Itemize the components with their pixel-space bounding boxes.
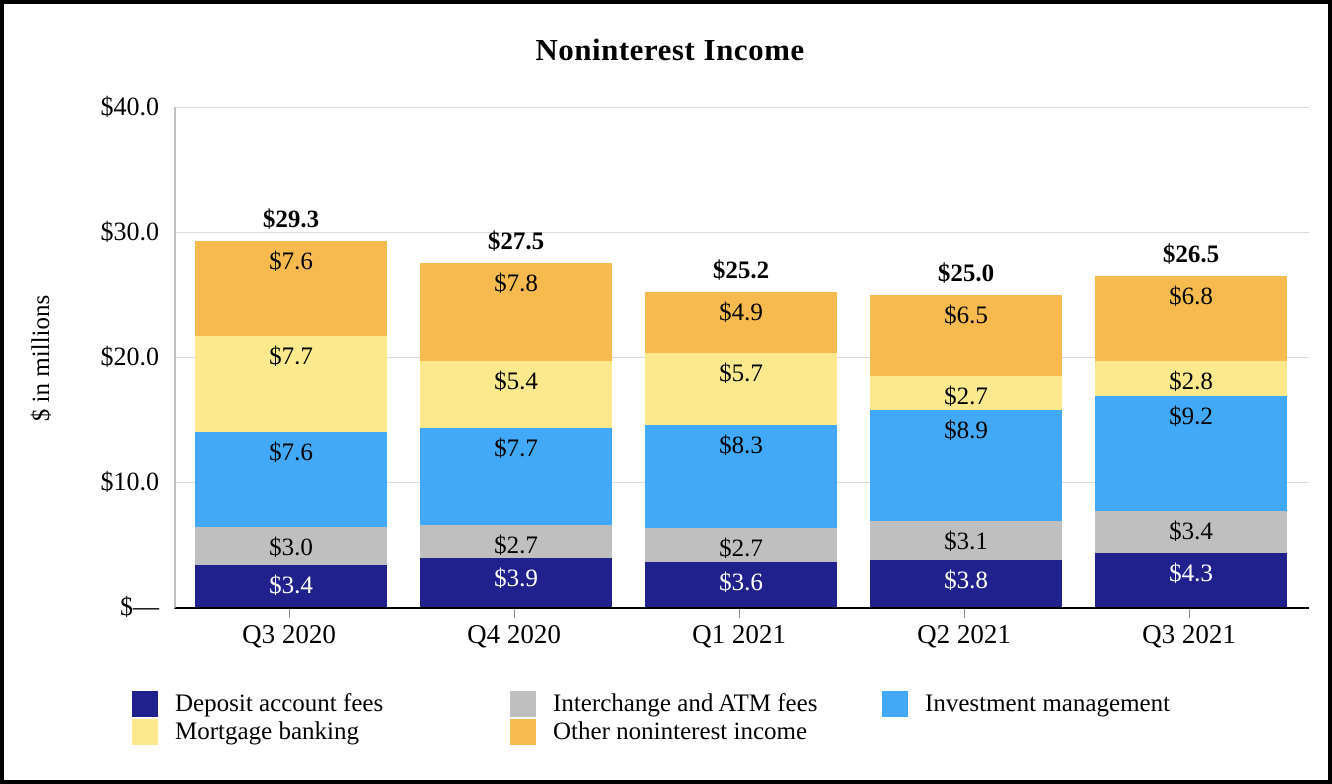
bar-segment: $7.6 bbox=[195, 432, 387, 527]
bar-segment: $3.4 bbox=[195, 564, 387, 607]
bar-segment: $3.6 bbox=[645, 562, 837, 607]
x-tick-mark bbox=[289, 609, 290, 618]
bar-segment: $2.8 bbox=[1095, 360, 1287, 396]
x-tick-mark bbox=[739, 609, 740, 618]
segment-value-label: $7.8 bbox=[494, 270, 538, 298]
bar-segment: $2.7 bbox=[420, 524, 612, 559]
bar-segment: $2.7 bbox=[870, 375, 1062, 410]
segment-value-label: $3.9 bbox=[494, 565, 538, 593]
legend-item: Mortgage banking bbox=[132, 718, 359, 746]
y-tick-label: $— bbox=[120, 592, 159, 621]
bar-segment: $7.8 bbox=[420, 263, 612, 361]
segment-value-label: $2.7 bbox=[719, 535, 763, 563]
bar-segment: $7.7 bbox=[195, 335, 387, 432]
segment-value-label: $4.3 bbox=[1169, 560, 1213, 588]
segment-value-label: $7.7 bbox=[269, 342, 313, 370]
y-tick-label: $20.0 bbox=[100, 342, 160, 371]
bar-segment: $3.0 bbox=[195, 527, 387, 565]
legend-label: Deposit account fees bbox=[175, 690, 384, 717]
legend-swatch bbox=[882, 691, 908, 717]
y-tick-label: $30.0 bbox=[100, 217, 160, 246]
bar-segment: $3.1 bbox=[870, 520, 1062, 560]
legend-label: Investment management bbox=[925, 690, 1171, 717]
bar-total-label: $25.2 bbox=[712, 257, 770, 284]
segment-value-label: $2.7 bbox=[944, 382, 988, 410]
gridline bbox=[176, 232, 1309, 233]
x-category-label: Q1 2021 bbox=[692, 619, 786, 649]
x-tick-mark bbox=[514, 609, 515, 618]
bar-q3-2020: $3.4 $3.0 $7.6 $7.7 $7.6 $29.3 bbox=[195, 107, 387, 607]
plot-area: $3.4 $3.0 $7.6 $7.7 $7.6 $29.3 $3.9 $2.7 $7.7 $5.… bbox=[174, 107, 1309, 609]
bar-total-label: $29.3 bbox=[262, 205, 320, 233]
legend-swatch bbox=[510, 719, 536, 745]
bar-q2-2021: $3.8 $3.1 $8.9 $2.7 $6.5 $25.0 bbox=[870, 107, 1062, 607]
bar-segment: $4.9 bbox=[645, 292, 837, 354]
segment-value-label: $3.0 bbox=[269, 534, 313, 561]
legend-swatch bbox=[510, 691, 536, 717]
gridline bbox=[176, 107, 1309, 108]
segment-value-label: $8.9 bbox=[944, 416, 988, 444]
x-tick-mark bbox=[964, 609, 965, 618]
y-tick-label: $10.0 bbox=[100, 467, 160, 496]
segment-value-label: $3.4 bbox=[1169, 517, 1213, 545]
legend-label: Interchange and ATM fees bbox=[553, 690, 818, 717]
segment-value-label: $2.7 bbox=[494, 531, 538, 559]
legend-label: Mortgage banking bbox=[175, 718, 359, 745]
legend-swatch bbox=[132, 691, 158, 717]
chart-title: Noninterest Income bbox=[535, 32, 805, 67]
bar-segment: $3.8 bbox=[870, 559, 1062, 607]
bar-segment: $9.2 bbox=[1095, 395, 1287, 511]
legend-item: Interchange and ATM fees bbox=[510, 690, 817, 718]
segment-value-label: $7.6 bbox=[269, 247, 313, 275]
segment-value-label: $7.6 bbox=[269, 439, 313, 466]
legend-item: Investment management bbox=[882, 690, 1170, 718]
segment-value-label: $9.2 bbox=[1169, 402, 1213, 430]
bar-segment: $4.3 bbox=[1095, 553, 1287, 607]
bar-total-label: $27.5 bbox=[487, 228, 545, 256]
segment-value-label: $3.6 bbox=[719, 569, 763, 596]
bar-segment: $5.4 bbox=[420, 360, 612, 429]
segment-value-label: $5.7 bbox=[719, 360, 763, 388]
bar-q4-2020: $3.9 $2.7 $7.7 $5.4 $7.8 $27.5 bbox=[420, 107, 612, 607]
bar-segment: $7.7 bbox=[420, 428, 612, 525]
y-tick-label: $40.0 bbox=[100, 92, 160, 121]
bar-segment: $7.6 bbox=[195, 240, 387, 336]
bar-segment: $8.3 bbox=[645, 424, 837, 529]
bar-segment: $8.9 bbox=[870, 409, 1062, 521]
segment-value-label: $6.5 bbox=[944, 301, 988, 329]
legend-label: Other noninterest income bbox=[553, 718, 808, 745]
segment-value-label: $3.4 bbox=[269, 571, 313, 599]
legend-item: Other noninterest income bbox=[510, 718, 807, 746]
segment-value-label: $4.9 bbox=[719, 299, 763, 326]
segment-value-label: $3.8 bbox=[944, 566, 988, 594]
segment-value-label: $5.4 bbox=[494, 367, 538, 395]
x-category-label: Q3 2021 bbox=[1142, 619, 1236, 649]
legend-item: Deposit account fees bbox=[132, 690, 383, 718]
segment-value-label: $6.8 bbox=[1169, 282, 1213, 310]
bar-segment: $3.4 bbox=[1095, 510, 1287, 554]
x-category-label: Q3 2020 bbox=[242, 619, 336, 649]
x-category-label: Q4 2020 bbox=[467, 619, 561, 649]
bar-segment: $3.9 bbox=[420, 558, 612, 607]
bar-total-label: $25.0 bbox=[937, 259, 995, 287]
bar-q1-2021: $3.6 $2.7 $8.3 $5.7 $4.9 $25.2 bbox=[645, 107, 837, 607]
segment-value-label: $3.1 bbox=[944, 527, 988, 555]
bar-q3-2021: $4.3 $3.4 $9.2 $2.8 $6.8 $26.5 bbox=[1095, 107, 1287, 607]
bar-segment: $6.8 bbox=[1095, 275, 1287, 361]
bar-segment: $2.7 bbox=[645, 528, 837, 562]
segment-value-label: $7.7 bbox=[494, 435, 538, 463]
segment-value-label: $8.3 bbox=[719, 431, 763, 459]
legend-swatch bbox=[132, 719, 158, 745]
bar-segment: $6.5 bbox=[870, 294, 1062, 376]
x-tick-mark bbox=[1189, 609, 1190, 618]
x-category-label: Q2 2021 bbox=[917, 619, 1011, 649]
segment-value-label: $2.8 bbox=[1169, 367, 1213, 395]
bar-total-label: $26.5 bbox=[1162, 240, 1220, 268]
bar-segment: $5.7 bbox=[645, 353, 837, 425]
